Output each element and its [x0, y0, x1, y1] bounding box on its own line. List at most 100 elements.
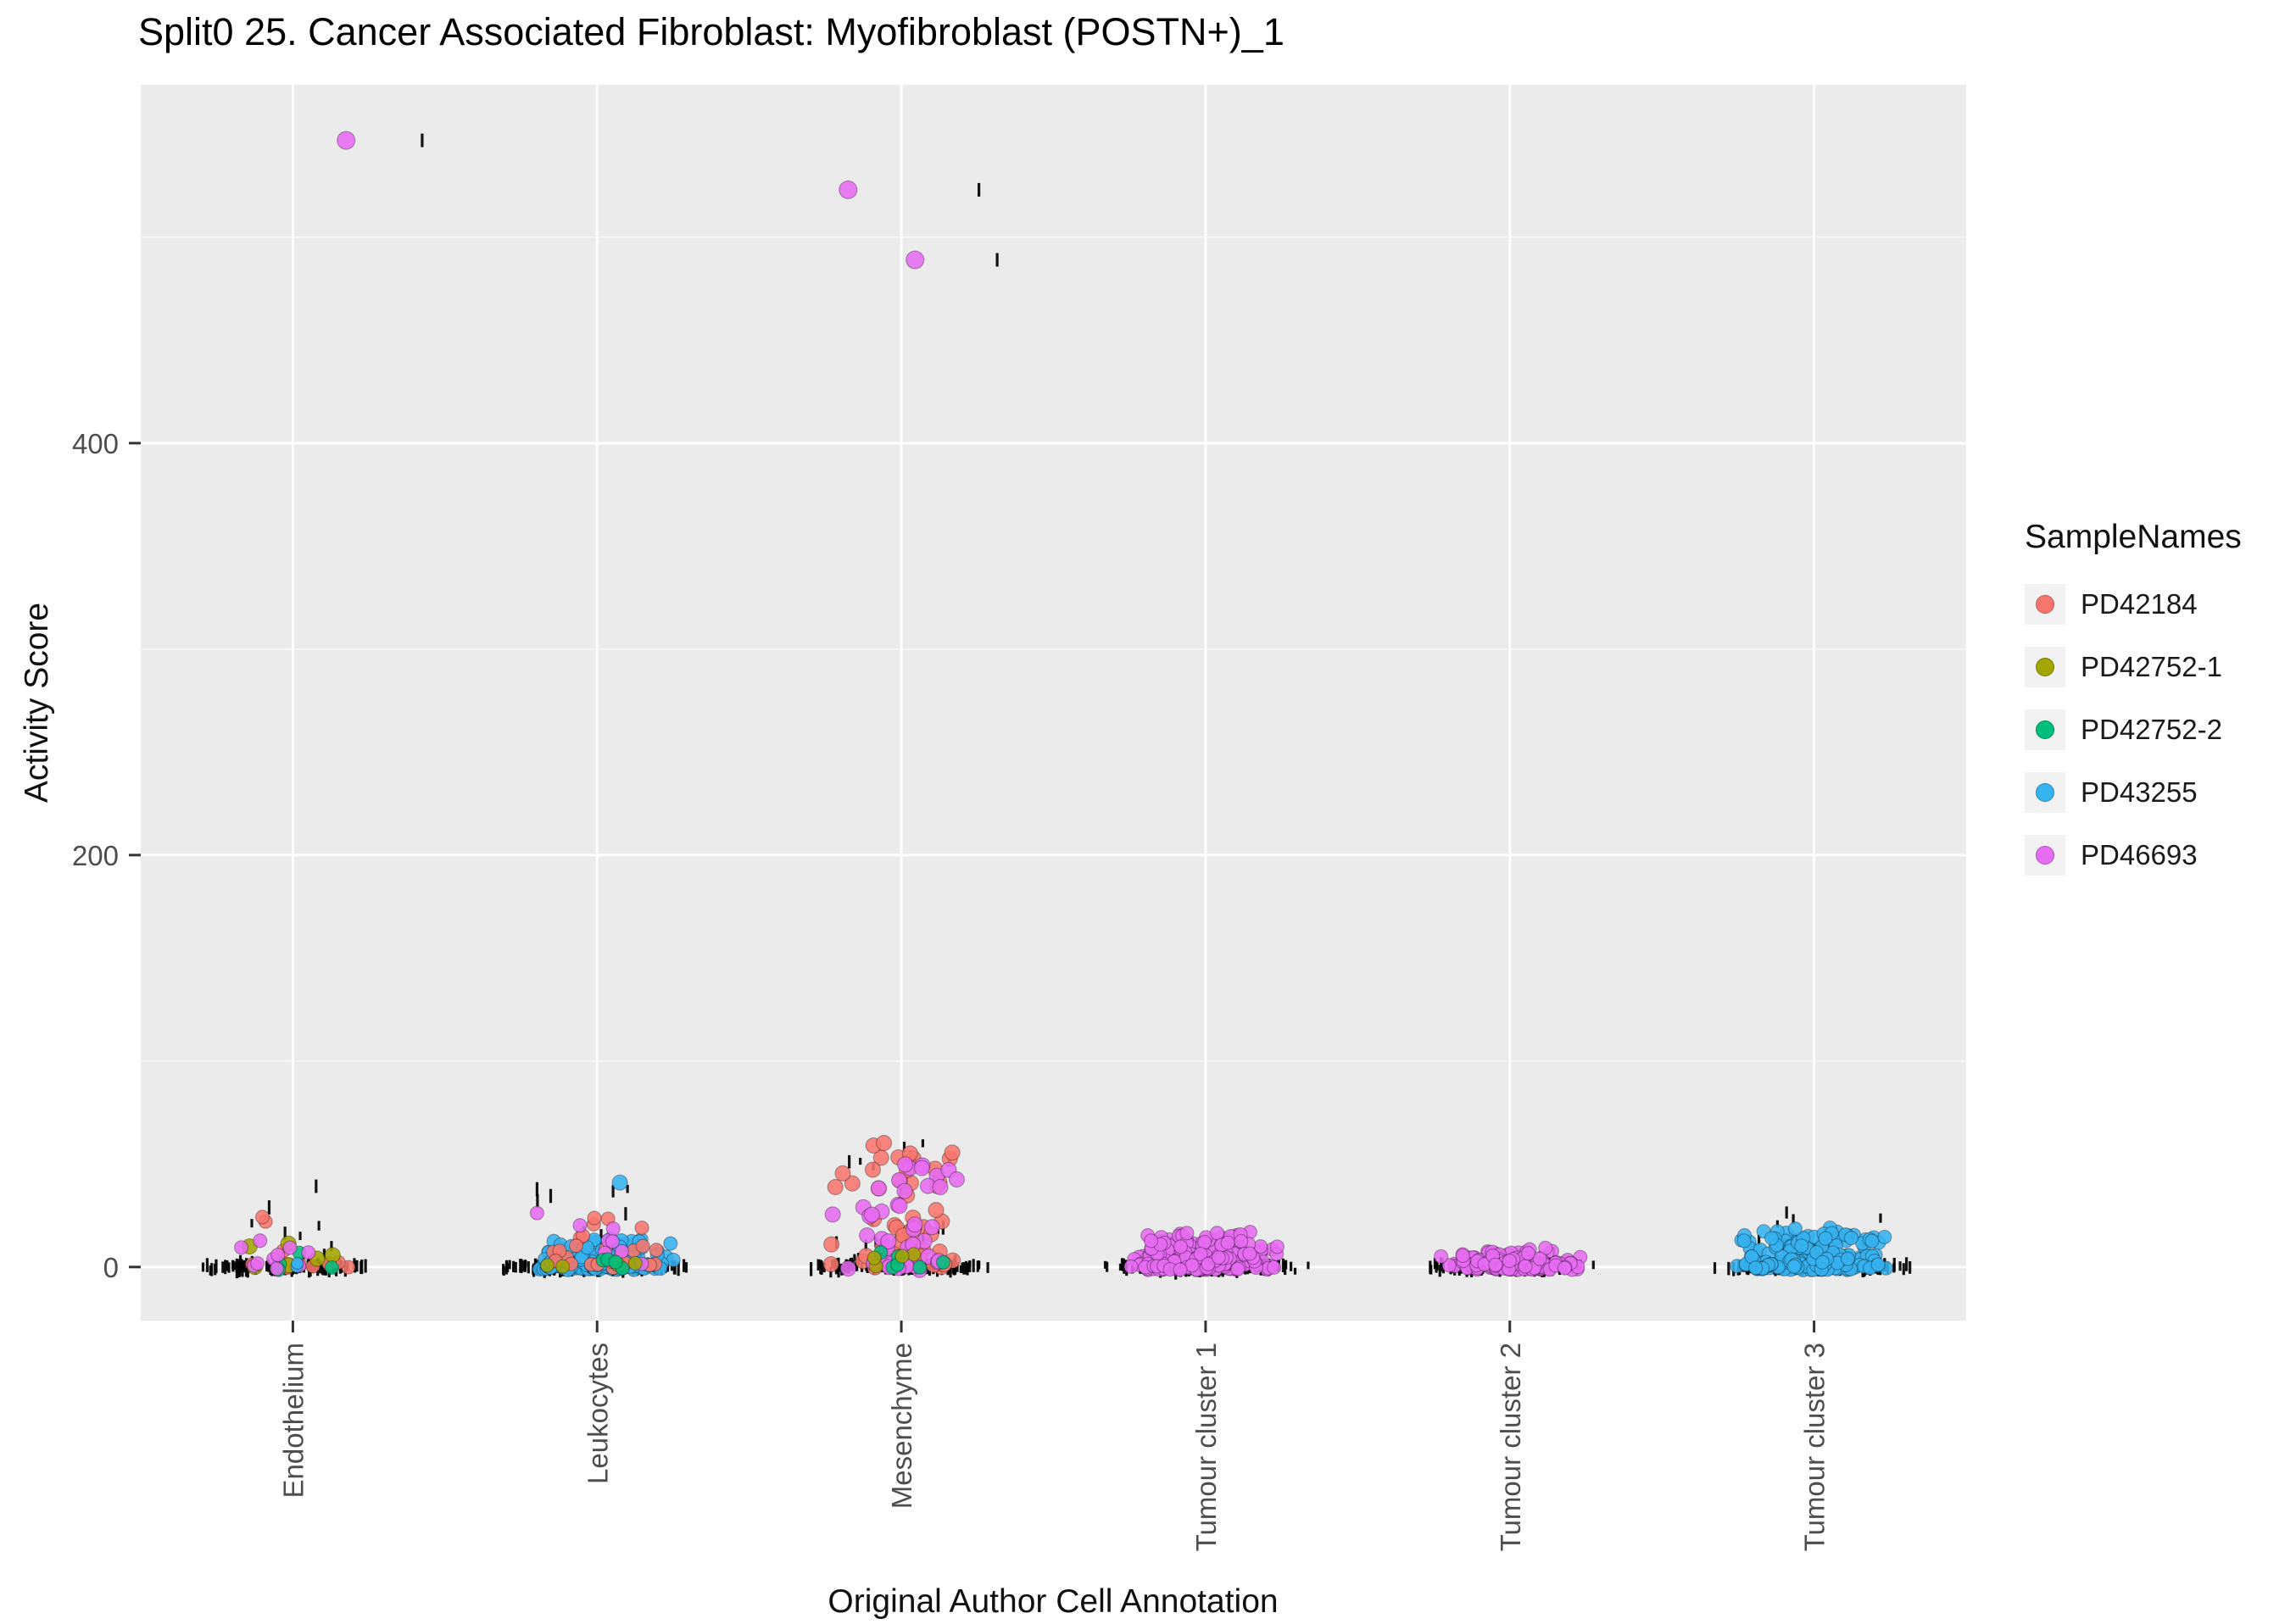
data-point: [823, 1236, 840, 1253]
data-point: [1764, 1231, 1780, 1246]
tick-mark-point: [1727, 1261, 1730, 1276]
data-point: [1267, 1260, 1282, 1275]
y-tick-label: 200: [72, 840, 119, 871]
tick-mark-point: [599, 1229, 603, 1238]
data-point: [1220, 1235, 1235, 1250]
tick-mark-point: [1106, 1261, 1109, 1272]
tick-mark-point: [1898, 1261, 1902, 1271]
data-point: [608, 1254, 623, 1270]
data-point: [1843, 1230, 1859, 1246]
legend-item: PD42752-2: [2025, 698, 2242, 761]
data-point: [1518, 1259, 1533, 1274]
tick-mark-point: [246, 1265, 249, 1278]
tick-mark-point: [298, 1232, 302, 1241]
x-tick-label: Mesenchyme: [886, 1343, 917, 1509]
data-point: [944, 1144, 961, 1161]
data-point: [269, 1261, 285, 1276]
data-point: [337, 131, 356, 150]
legend: SampleNames PD42184 PD42752-1 PD42752-2 PD4…: [2025, 519, 2242, 887]
legend-key: [2025, 709, 2065, 750]
data-point: [1433, 1249, 1449, 1264]
data-point: [250, 1256, 265, 1271]
tick-mark-point: [959, 1265, 962, 1273]
tick-mark-point: [848, 1154, 851, 1169]
tick-mark-point: [224, 1260, 227, 1275]
tick-mark-point: [1118, 1263, 1123, 1271]
tick-mark-point: [672, 1260, 676, 1275]
tick-mark-point: [902, 1141, 906, 1153]
data-point: [605, 1221, 621, 1237]
tick-mark-point: [1307, 1261, 1310, 1270]
data-point: [572, 1218, 588, 1233]
tick-mark-point: [1591, 1260, 1595, 1270]
data-point: [834, 1165, 851, 1182]
tick-mark-point: [962, 1262, 966, 1275]
tick-mark-point: [966, 1262, 969, 1276]
data-point: [614, 1243, 630, 1260]
tick-mark-point: [1435, 1262, 1439, 1271]
data-point: [822, 1255, 839, 1273]
legend-item: PD46693: [2025, 824, 2242, 887]
tick-mark-point: [1290, 1261, 1293, 1271]
legend-key: [2025, 647, 2065, 687]
data-point: [1794, 1238, 1809, 1254]
x-tick-label: Tumour cluster 1: [1190, 1343, 1222, 1551]
data-point: [906, 250, 925, 270]
tick-mark-point: [968, 1260, 972, 1272]
tick-mark-point: [816, 1259, 820, 1271]
data-point: [880, 1233, 897, 1250]
data-point: [928, 1202, 945, 1219]
data-points: [234, 1134, 1893, 1278]
legend-item-label: PD42184: [2081, 588, 2198, 620]
data-point: [270, 1247, 286, 1263]
data-point: [1201, 1256, 1216, 1271]
data-point: [539, 1258, 555, 1273]
data-point: [1748, 1260, 1764, 1276]
tick-mark-point: [1429, 1260, 1432, 1274]
tick-mark-point: [820, 1265, 823, 1275]
data-point: [282, 1240, 298, 1255]
tick-mark-point: [536, 1193, 539, 1209]
data-point: [1123, 1259, 1139, 1274]
tick-mark-point: [239, 1260, 242, 1271]
x-tick-label: Endothelium: [277, 1343, 309, 1498]
tick-mark-point: [864, 1239, 867, 1252]
data-point: [663, 1236, 678, 1251]
legend-swatch-icon: [2036, 595, 2054, 614]
data-point: [634, 1220, 649, 1236]
tick-mark-point: [549, 1188, 553, 1204]
tick-mark-point: [318, 1260, 322, 1274]
tick-mark-point: [221, 1261, 225, 1273]
tick-mark-point: [1293, 1267, 1297, 1275]
data-point: [875, 1134, 893, 1152]
tick-mark-point: [320, 1264, 324, 1275]
data-point: [1786, 1259, 1802, 1274]
tick-mark-point: [837, 1265, 840, 1278]
data-point: [1230, 1261, 1246, 1276]
tick-mark-point: [972, 1259, 975, 1272]
outlier-points: [337, 131, 999, 1191]
legend-item: PD43255: [2025, 761, 2242, 824]
plot-title: Split0 25. Cancer Associated Fibroblast:…: [138, 10, 1285, 53]
data-point: [839, 1260, 856, 1277]
data-point: [587, 1210, 602, 1226]
data-point: [859, 1226, 876, 1244]
legend-item-label: PD42752-1: [2081, 651, 2222, 682]
legend-item-label: PD46693: [2081, 839, 2198, 870]
data-point: [1502, 1253, 1517, 1269]
legend-swatch-icon: [2036, 720, 2054, 739]
tick-mark-point: [1775, 1220, 1779, 1228]
tick-mark-point: [234, 1261, 237, 1271]
tick-mark-point: [502, 1265, 505, 1276]
data-point: [291, 1256, 304, 1271]
data-point: [948, 1171, 966, 1188]
tick-mark-point: [684, 1262, 688, 1273]
legend-swatch-icon: [2036, 783, 2054, 802]
panel-background: [141, 85, 1966, 1321]
data-point: [1818, 1231, 1833, 1246]
legend-swatch-icon: [2036, 658, 2054, 676]
tick-mark-point: [504, 1260, 509, 1275]
tick-mark-point: [535, 1182, 539, 1197]
tick-mark-point: [512, 1263, 515, 1272]
tick-mark-point: [978, 1260, 981, 1269]
